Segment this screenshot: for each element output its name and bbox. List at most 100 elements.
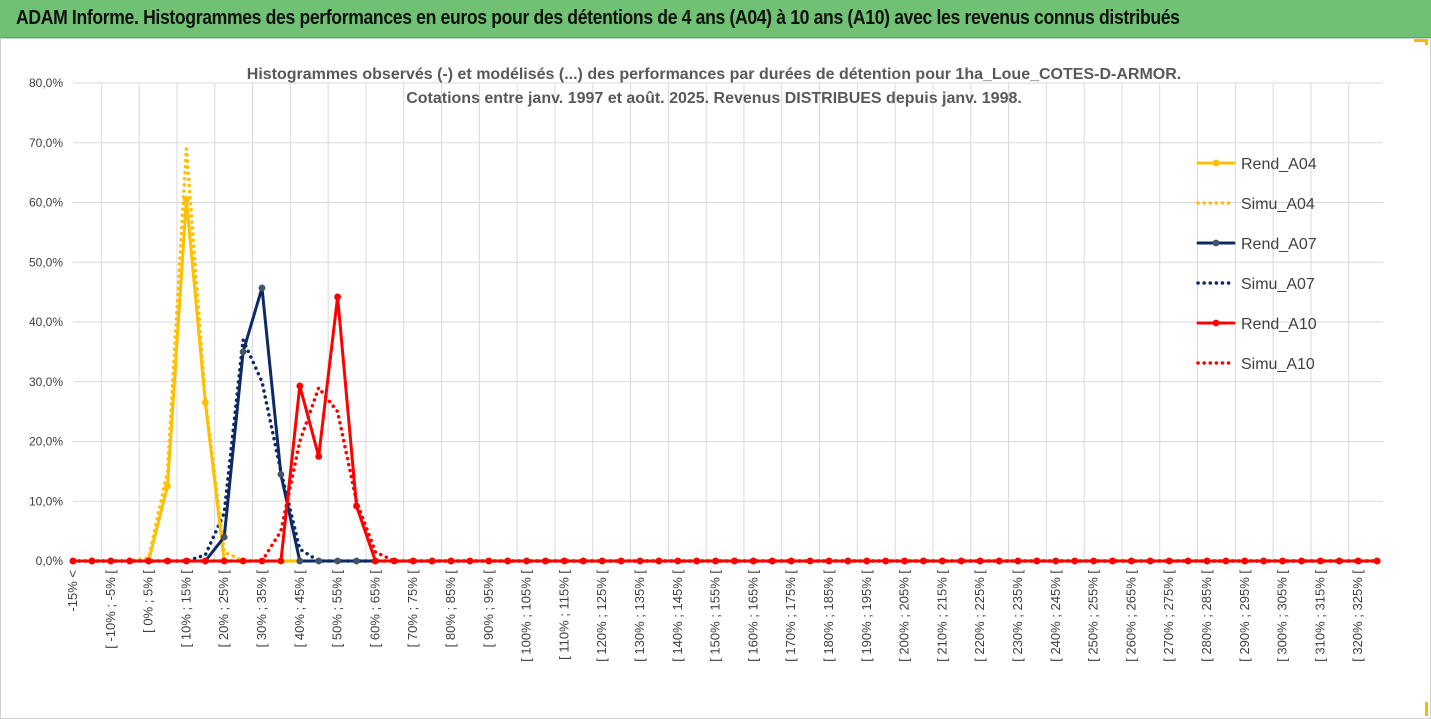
data-point-Rend_A10	[466, 557, 474, 565]
data-point-Rend_A07	[296, 557, 304, 565]
data-point-Rend_A10	[655, 557, 663, 565]
legend-label-Rend_A04: Rend_A04	[1241, 156, 1317, 173]
data-point-Rend_A10	[1373, 557, 1381, 565]
data-point-Rend_A10	[485, 557, 493, 565]
data-point-Rend_A10	[409, 557, 417, 565]
data-point-Rend_A10	[806, 557, 814, 565]
data-point-Rend_A07	[353, 557, 360, 565]
x-tick-label: [ 30% ; 35% [	[254, 570, 269, 648]
data-point-Rend_A10	[636, 557, 644, 565]
corner-marker-bottom-right	[1425, 702, 1428, 716]
data-point-Rend_A10	[1354, 557, 1362, 565]
data-point-Rend_A07	[315, 557, 323, 565]
x-tick-label: [ 100% ; 105% [	[519, 570, 534, 662]
data-point-Rend_A07	[334, 557, 341, 565]
y-tick-label: 30,0%	[29, 375, 63, 389]
data-point-Rend_A10	[504, 557, 512, 565]
series-line-Rend_A07	[71, 286, 1379, 563]
series-line-Simu_A07	[71, 338, 1379, 563]
x-tick-label: [ 170% ; 175% [	[783, 570, 798, 662]
data-point-Rend_A10	[844, 557, 852, 565]
data-point-Rend_A10	[787, 557, 795, 565]
chart-title: Cotations entre janv. 1997 et août. 2025…	[406, 90, 1022, 107]
x-tick-label: [ 270% ; 275% [	[1161, 570, 1176, 662]
y-tick-label: 10,0%	[29, 494, 63, 508]
data-point-Rend_A10	[372, 557, 379, 565]
data-point-Rend_A10	[1203, 557, 1211, 565]
x-tick-label: [ 70% ; 75% [	[405, 570, 420, 648]
x-tick-label: [ 290% ; 295% [	[1237, 570, 1252, 662]
data-point-Rend_A10	[957, 557, 965, 565]
data-point-Rend_A10	[1241, 557, 1249, 565]
x-tick-label: [ 280% ; 285% [	[1199, 570, 1214, 662]
data-point-Rend_A04	[201, 399, 209, 407]
x-tick-label: [ 80% ; 85% [	[443, 570, 458, 648]
data-point-Rend_A10	[674, 557, 682, 565]
data-point-Rend_A07	[258, 284, 266, 292]
x-tick-label: [ 200% ; 205% [	[897, 570, 912, 662]
data-point-Rend_A10	[353, 502, 360, 510]
data-point-Rend_A10	[995, 557, 1003, 565]
legend-label-Rend_A07: Rend_A07	[1241, 236, 1317, 253]
data-point-Rend_A07	[220, 533, 228, 541]
data-point-Rend_A10	[1052, 557, 1060, 565]
data-point-Rend_A10	[1165, 557, 1173, 565]
data-point-Rend_A10	[731, 557, 738, 565]
histogram-chart: 0,0% 10,0% 20,0% 30,0% 40,0% 50,0% 60,0% 70,0% 8…	[29, 66, 1383, 662]
x-tick-label: [ 240% ; 245% [	[1048, 570, 1063, 662]
x-tick-label: [ 320% ; 325% [	[1350, 570, 1365, 662]
x-tick-label: [ 220% ; 225% [	[972, 570, 987, 662]
data-point-Rend_A10	[201, 557, 209, 565]
y-tick-label: 80,0%	[29, 76, 63, 90]
data-point-Rend_A10	[239, 557, 247, 565]
x-tick-label: [ 310% ; 315% [	[1312, 570, 1327, 662]
report-title: ADAM Informe. Histogrammes des performan…	[16, 7, 1180, 29]
y-tick-label: 50,0%	[29, 255, 63, 269]
data-point-Rend_A04	[164, 482, 171, 490]
x-tick-label: [ 0% ; 5% [	[141, 570, 156, 633]
data-point-Rend_A10	[126, 557, 134, 565]
legend-marker-Rend_A07	[1212, 239, 1220, 247]
chart-title: Histogrammes observés (-) et modélisés (…	[247, 66, 1181, 83]
data-point-Rend_A10	[882, 557, 890, 565]
x-tick-label: [ 120% ; 125% [	[594, 570, 609, 662]
x-tick-label: [ 190% ; 195% [	[859, 570, 874, 662]
data-point-Rend_A10	[220, 557, 228, 565]
data-point-Rend_A10	[693, 557, 701, 565]
x-tick-label: [ 50% ; 55% [	[330, 570, 345, 648]
data-point-Rend_A10	[1222, 557, 1230, 565]
data-point-Rend_A10	[88, 557, 96, 565]
data-point-Rend_A07	[239, 348, 247, 356]
x-tick-label: [ -10% ; -5% [	[103, 570, 118, 649]
data-point-Rend_A10	[1260, 557, 1268, 565]
legend-marker-Rend_A04	[1212, 159, 1220, 167]
y-tick-label: 40,0%	[29, 315, 63, 329]
data-point-Rend_A10	[296, 382, 304, 390]
x-tick-label: [ 60% ; 65% [	[367, 570, 382, 648]
x-tick-label: -15% <	[65, 570, 80, 612]
data-point-Rend_A04	[183, 196, 190, 203]
data-point-Rend_A10	[69, 557, 77, 565]
data-point-Rend_A07	[277, 470, 285, 478]
data-point-Rend_A10	[1298, 557, 1305, 565]
data-point-Rend_A10	[939, 557, 946, 565]
data-point-Rend_A10	[1335, 557, 1343, 565]
data-point-Rend_A10	[561, 557, 568, 565]
y-tick-label: 70,0%	[29, 136, 63, 150]
report-header: ADAM Informe. Histogrammes des performan…	[0, 0, 1431, 38]
data-point-Rend_A10	[334, 293, 341, 301]
data-point-Rend_A10	[107, 557, 115, 565]
data-point-Rend_A10	[1146, 557, 1154, 565]
data-point-Rend_A10	[542, 557, 549, 565]
data-point-Rend_A10	[277, 557, 285, 565]
x-tick-label: [ 20% ; 25% [	[216, 570, 231, 648]
x-tick-label: [ 180% ; 185% [	[821, 570, 836, 662]
data-point-Rend_A10	[315, 453, 323, 460]
data-point-Rend_A10	[712, 557, 719, 565]
x-tick-label: [ 110% ; 115% [	[556, 570, 571, 660]
data-point-Rend_A10	[390, 557, 398, 565]
data-point-Rend_A10	[579, 557, 587, 565]
series-line-Rend_A10	[71, 295, 1379, 563]
data-point-Rend_A10	[1317, 557, 1324, 565]
data-point-Rend_A10	[825, 557, 833, 565]
